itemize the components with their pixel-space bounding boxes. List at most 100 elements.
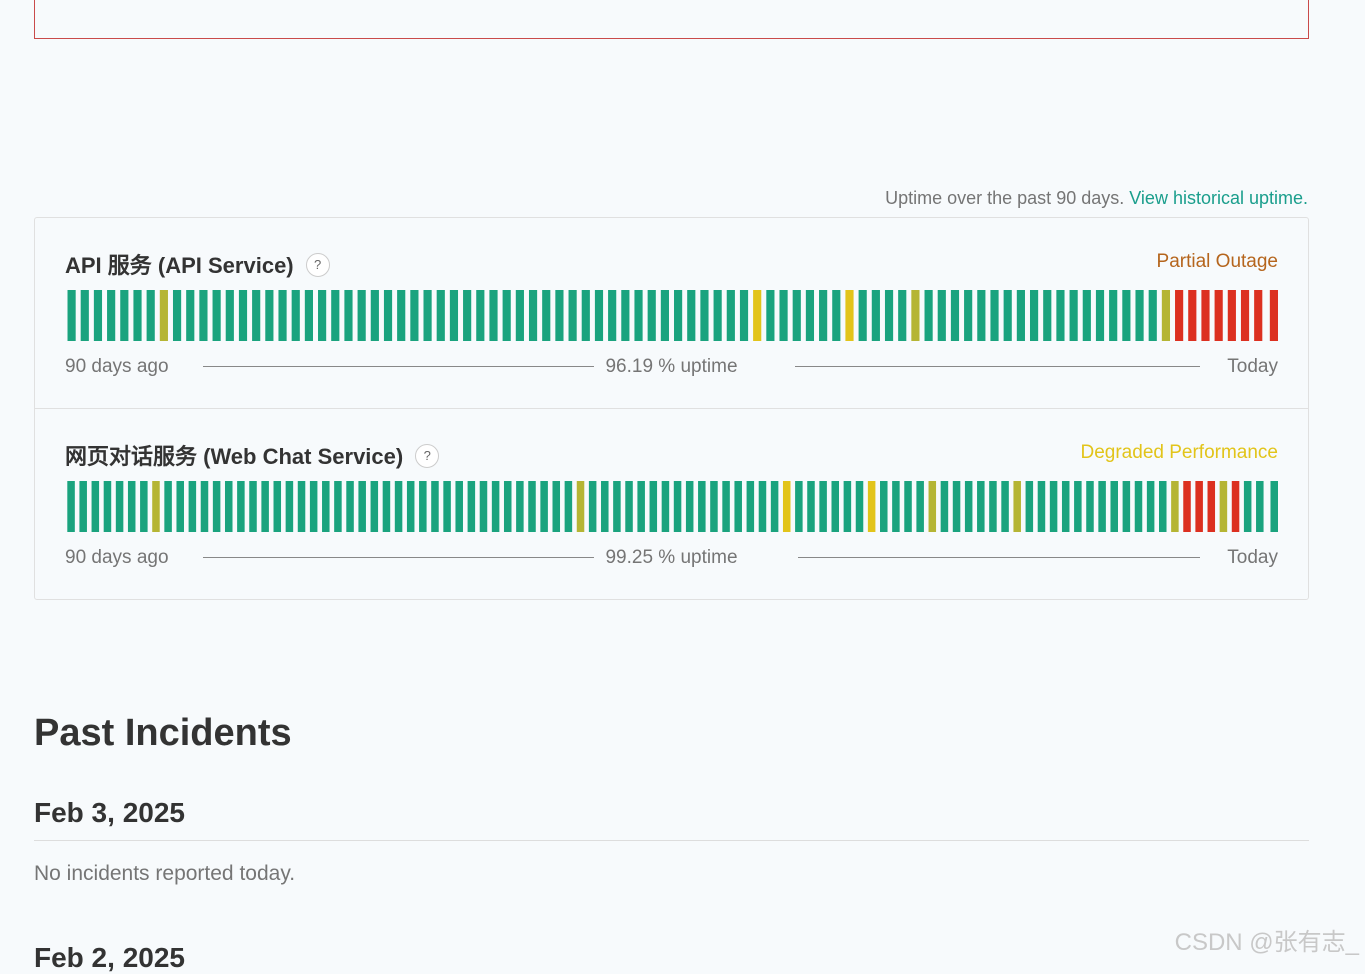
- uptime-day-bar[interactable]: [884, 290, 894, 341]
- uptime-day-bar[interactable]: [819, 290, 828, 341]
- uptime-day-bar[interactable]: [200, 481, 209, 532]
- uptime-day-bar[interactable]: [871, 290, 880, 341]
- uptime-day-bar[interactable]: [564, 481, 573, 532]
- uptime-day-bar[interactable]: [431, 481, 439, 532]
- uptime-day-bar[interactable]: [753, 290, 762, 341]
- uptime-day-bar[interactable]: [273, 481, 282, 532]
- uptime-day-bar[interactable]: [176, 481, 184, 532]
- uptime-day-bar[interactable]: [1183, 481, 1191, 532]
- uptime-day-bar[interactable]: [1188, 290, 1197, 341]
- uptime-day-bar[interactable]: [989, 481, 997, 532]
- uptime-day-bar[interactable]: [186, 290, 195, 341]
- uptime-day-bar[interactable]: [152, 481, 160, 532]
- uptime-day-bar[interactable]: [1256, 481, 1264, 532]
- uptime-day-bar[interactable]: [1095, 290, 1105, 341]
- uptime-day-bar[interactable]: [1214, 290, 1223, 341]
- uptime-day-bar[interactable]: [199, 290, 208, 341]
- uptime-day-bar[interactable]: [1207, 481, 1216, 532]
- uptime-day-bar[interactable]: [382, 481, 391, 532]
- uptime-day-bar[interactable]: [1025, 481, 1034, 532]
- uptime-day-bar[interactable]: [1171, 481, 1179, 532]
- uptime-day-bar[interactable]: [898, 290, 907, 341]
- uptime-day-bar[interactable]: [1003, 290, 1012, 341]
- uptime-day-bar[interactable]: [710, 481, 718, 532]
- uptime-day-bar[interactable]: [634, 290, 643, 341]
- uptime-day-bar[interactable]: [698, 481, 706, 532]
- uptime-day-bar[interactable]: [237, 481, 245, 532]
- uptime-day-bar[interactable]: [1098, 481, 1106, 532]
- uptime-day-bar[interactable]: [807, 481, 815, 532]
- uptime-day-bar[interactable]: [252, 290, 261, 341]
- uptime-day-bar[interactable]: [568, 290, 577, 341]
- uptime-day-bar[interactable]: [552, 481, 561, 532]
- uptime-day-bar[interactable]: [1270, 481, 1278, 532]
- uptime-day-bar[interactable]: [819, 481, 827, 532]
- uptime-day-bar[interactable]: [1122, 481, 1131, 532]
- uptime-day-bar[interactable]: [346, 481, 354, 532]
- uptime-day-bar[interactable]: [924, 290, 933, 341]
- uptime-day-bar[interactable]: [383, 290, 393, 341]
- uptime-day-bar[interactable]: [1201, 290, 1210, 341]
- uptime-day-bar[interactable]: [331, 290, 340, 341]
- uptime-day-bar[interactable]: [1016, 290, 1025, 341]
- uptime-day-bar[interactable]: [782, 481, 791, 532]
- uptime-day-bar[interactable]: [952, 481, 961, 532]
- uptime-day-bar[interactable]: [159, 290, 168, 341]
- uptime-day-bar[interactable]: [779, 290, 788, 341]
- uptime-day-bar[interactable]: [107, 290, 116, 341]
- uptime-day-bar[interactable]: [542, 290, 551, 341]
- uptime-day-bar[interactable]: [120, 290, 129, 341]
- uptime-day-bar[interactable]: [1086, 481, 1094, 532]
- uptime-day-bar[interactable]: [455, 481, 463, 532]
- uptime-day-bar[interactable]: [594, 290, 604, 341]
- uptime-day-bar[interactable]: [1074, 481, 1082, 532]
- uptime-day-bar[interactable]: [1029, 290, 1039, 341]
- uptime-day-bar[interactable]: [660, 290, 669, 341]
- uptime-day-bar[interactable]: [309, 481, 318, 532]
- uptime-day-bar[interactable]: [1231, 481, 1240, 532]
- uptime-day-bar[interactable]: [491, 481, 500, 532]
- uptime-day-bar[interactable]: [916, 481, 924, 532]
- uptime-day-bar[interactable]: [795, 481, 803, 532]
- uptime-day-bar[interactable]: [91, 481, 100, 532]
- uptime-day-bar[interactable]: [297, 481, 306, 532]
- uptime-day-bar[interactable]: [463, 290, 472, 341]
- uptime-day-bar[interactable]: [601, 481, 609, 532]
- uptime-day-bar[interactable]: [164, 481, 172, 532]
- uptime-day-bar[interactable]: [964, 290, 973, 341]
- uptime-day-bar[interactable]: [449, 290, 459, 341]
- uptime-day-bar[interactable]: [1269, 290, 1278, 341]
- uptime-day-bar[interactable]: [115, 481, 124, 532]
- uptime-day-bar[interactable]: [621, 290, 630, 341]
- uptime-day-bar[interactable]: [892, 481, 900, 532]
- uptime-day-bar[interactable]: [832, 290, 841, 341]
- uptime-day-bar[interactable]: [358, 481, 366, 532]
- help-icon[interactable]: ?: [415, 444, 440, 468]
- uptime-day-bar[interactable]: [937, 290, 946, 341]
- uptime-day-bar[interactable]: [613, 481, 621, 532]
- uptime-day-bar[interactable]: [467, 481, 476, 532]
- uptime-day-bar[interactable]: [858, 290, 867, 341]
- uptime-day-bar[interactable]: [845, 290, 854, 341]
- uptime-day-bar[interactable]: [436, 290, 445, 341]
- uptime-day-bar[interactable]: [713, 290, 722, 341]
- uptime-day-bar[interactable]: [410, 290, 419, 341]
- uptime-day-bar[interactable]: [127, 481, 136, 532]
- uptime-day-bar[interactable]: [1159, 481, 1167, 532]
- uptime-day-bar[interactable]: [661, 481, 670, 532]
- uptime-day-bar[interactable]: [977, 481, 985, 532]
- uptime-day-bar[interactable]: [977, 290, 986, 341]
- uptime-day-bar[interactable]: [792, 290, 801, 341]
- uptime-day-bar[interactable]: [739, 290, 749, 341]
- uptime-day-bar[interactable]: [225, 290, 234, 341]
- uptime-day-bar[interactable]: [188, 481, 197, 532]
- uptime-day-bar[interactable]: [443, 481, 451, 532]
- uptime-day-bar[interactable]: [581, 290, 590, 341]
- uptime-day-bar[interactable]: [770, 481, 779, 532]
- uptime-day-bar[interactable]: [1043, 290, 1052, 341]
- historical-uptime-link[interactable]: View historical uptime.: [1129, 188, 1308, 208]
- uptime-day-bar[interactable]: [964, 481, 973, 532]
- uptime-day-bar[interactable]: [502, 290, 511, 341]
- uptime-day-bar[interactable]: [285, 481, 294, 532]
- uptime-day-bar[interactable]: [855, 481, 864, 532]
